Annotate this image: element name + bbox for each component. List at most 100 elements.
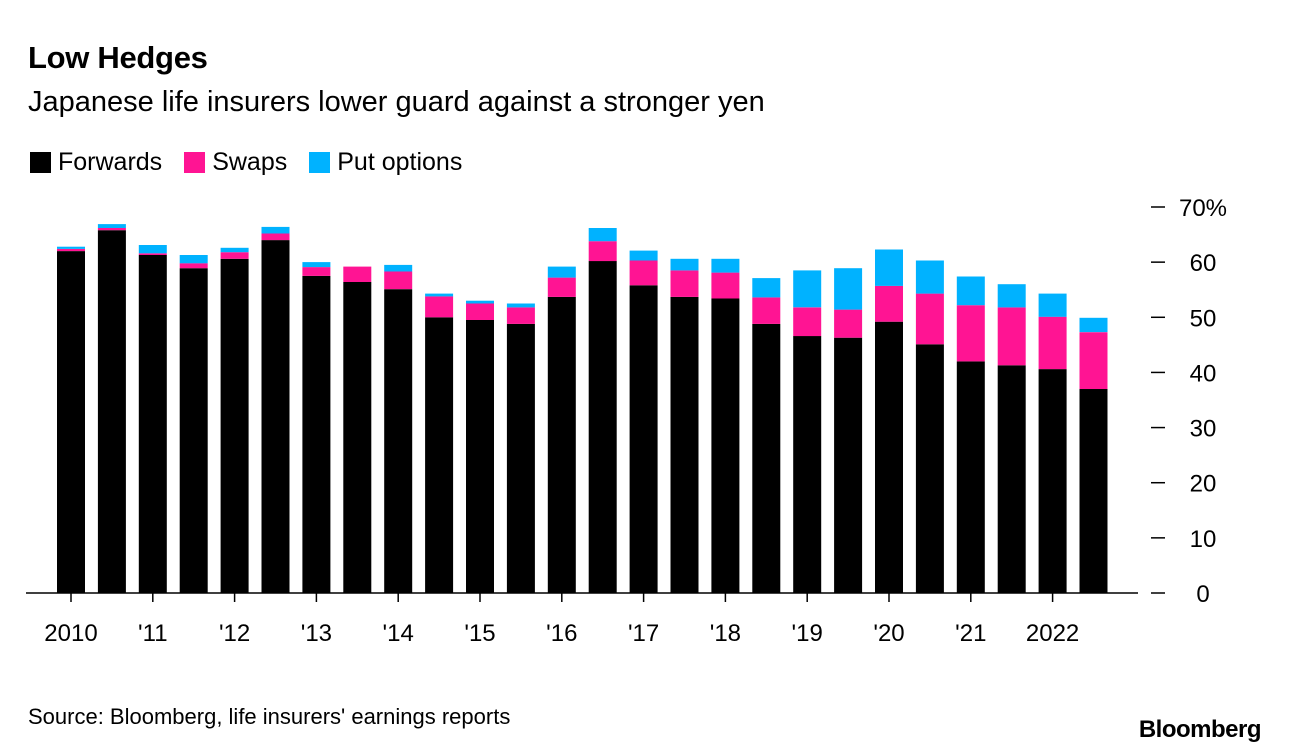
x-tick-label-3: '13: [301, 620, 332, 647]
bar-swaps-10: [466, 303, 494, 320]
bar-swaps-21: [915, 293, 944, 345]
legend-label-swaps: Swaps: [212, 148, 288, 176]
bar-put-options-11: [506, 303, 535, 308]
bar-forwards-22: [956, 361, 985, 593]
y-tick-label-4: 40: [1190, 360, 1217, 387]
y-tick-label-3: 30: [1190, 416, 1217, 443]
bar-put-options-0: [57, 246, 85, 249]
bar-swaps-15: [670, 270, 699, 297]
bar-swaps-14: [629, 260, 658, 286]
bar-put-options-14: [629, 250, 658, 261]
bar-put-options-25: [1079, 317, 1108, 333]
source-note: Source: Bloomberg, life insurers' earnin…: [28, 704, 511, 729]
x-tick-label-6: '16: [546, 620, 577, 647]
bar-put-options-2: [138, 245, 167, 254]
legend-item-forwards: Forwards: [30, 148, 162, 177]
bar-forwards-2: [138, 255, 167, 593]
bar-swaps-17: [752, 297, 781, 324]
legend-label-forwards: Forwards: [58, 148, 163, 176]
bar-swaps-2: [138, 253, 167, 255]
bar-swaps-6: [302, 267, 331, 276]
bar-swaps-8: [384, 271, 413, 290]
legend-item-put-options: Put options: [309, 148, 462, 177]
bar-forwards-19: [834, 337, 863, 593]
bar-put-options-24: [1038, 293, 1067, 317]
bar-put-options-3: [179, 255, 208, 264]
bar-swaps-5: [261, 233, 290, 241]
bar-swaps-1: [97, 228, 126, 231]
bar-put-options-17: [752, 278, 781, 298]
bar-put-options-23: [997, 284, 1026, 308]
x-tick-label-11: '21: [955, 620, 986, 647]
bar-forwards-25: [1079, 389, 1108, 593]
y-tick-label-0: 0: [1196, 581, 1209, 608]
x-tick-label-5: '15: [464, 620, 495, 647]
bar-put-options-8: [384, 264, 413, 272]
bar-put-options-21: [915, 260, 944, 294]
bar-forwards-17: [752, 323, 781, 593]
x-tick-label-2: '12: [219, 620, 250, 647]
bar-forwards-18: [793, 336, 822, 593]
bar-forwards-11: [506, 323, 535, 593]
bar-forwards-0: [57, 251, 85, 593]
bloomberg-logo: Bloomberg: [1138, 716, 1262, 743]
legend-swatch-swaps: [184, 152, 206, 173]
bar-swaps-3: [179, 263, 208, 269]
bar-swaps-9: [425, 296, 454, 318]
bar-swaps-25: [1079, 332, 1108, 389]
bar-swaps-24: [1038, 316, 1067, 370]
legend-item-swaps: Swaps: [184, 148, 287, 177]
bar-forwards-15: [670, 296, 699, 593]
bar-swaps-13: [588, 241, 617, 262]
bar-forwards-7: [343, 282, 372, 593]
y-tick-label-6: 60: [1190, 250, 1217, 277]
x-tick-label-8: '18: [710, 620, 741, 647]
bar-put-options-6: [302, 262, 331, 268]
bar-forwards-12: [547, 296, 576, 593]
bar-put-options-16: [711, 258, 740, 273]
bar-forwards-24: [1038, 369, 1067, 593]
bar-put-options-13: [588, 228, 617, 242]
bar-put-options-15: [670, 258, 699, 271]
x-tick-label-7: '17: [628, 620, 659, 647]
bar-swaps-19: [834, 309, 863, 338]
bar-swaps-20: [875, 285, 903, 322]
legend-swatch-forwards: [30, 152, 51, 173]
legend-swatch-put-options: [309, 152, 331, 173]
bar-forwards-10: [466, 320, 494, 593]
bar-swaps-0: [57, 248, 85, 252]
bar-put-options-1: [97, 224, 126, 228]
bar-put-options-22: [956, 276, 985, 306]
x-tick-label-10: '20: [873, 620, 904, 647]
x-tick-label-12: 2022: [1026, 620, 1079, 647]
bar-forwards-8: [384, 289, 413, 593]
x-tick-label-1: '11: [138, 620, 168, 647]
bar-swaps-7: [343, 266, 372, 282]
bar-forwards-14: [629, 285, 658, 593]
bar-forwards-5: [261, 240, 290, 593]
bar-swaps-18: [793, 307, 822, 337]
chart-subtitle: Japanese life insurers lower guard again…: [28, 86, 765, 118]
bar-swaps-23: [997, 307, 1026, 366]
bar-forwards-20: [875, 321, 903, 593]
bar-put-options-9: [425, 293, 454, 297]
bar-swaps-11: [506, 307, 535, 324]
y-tick-label-5: 50: [1190, 305, 1217, 332]
bar-put-options-4: [220, 247, 249, 253]
bar-forwards-3: [179, 268, 208, 593]
bar-swaps-4: [220, 252, 249, 259]
bar-forwards-21: [915, 344, 944, 593]
bar-put-options-5: [261, 226, 290, 234]
bar-forwards-1: [97, 230, 126, 593]
bar-put-options-12: [547, 266, 576, 278]
bar-put-options-19: [834, 268, 863, 310]
bar-put-options-10: [466, 300, 494, 304]
y-tick-label-7: 70%: [1179, 195, 1227, 222]
bar-put-options-20: [875, 249, 903, 286]
bar-chart: 2010'11'12'13'14'15'16'17'18'19'20'21 202…: [26, 195, 1227, 647]
bar-forwards-23: [997, 365, 1026, 593]
bar-swaps-22: [956, 305, 985, 362]
chart-title: Low Hedges: [28, 40, 208, 75]
bar-swaps-12: [547, 277, 576, 297]
bar-swaps-16: [711, 272, 740, 299]
